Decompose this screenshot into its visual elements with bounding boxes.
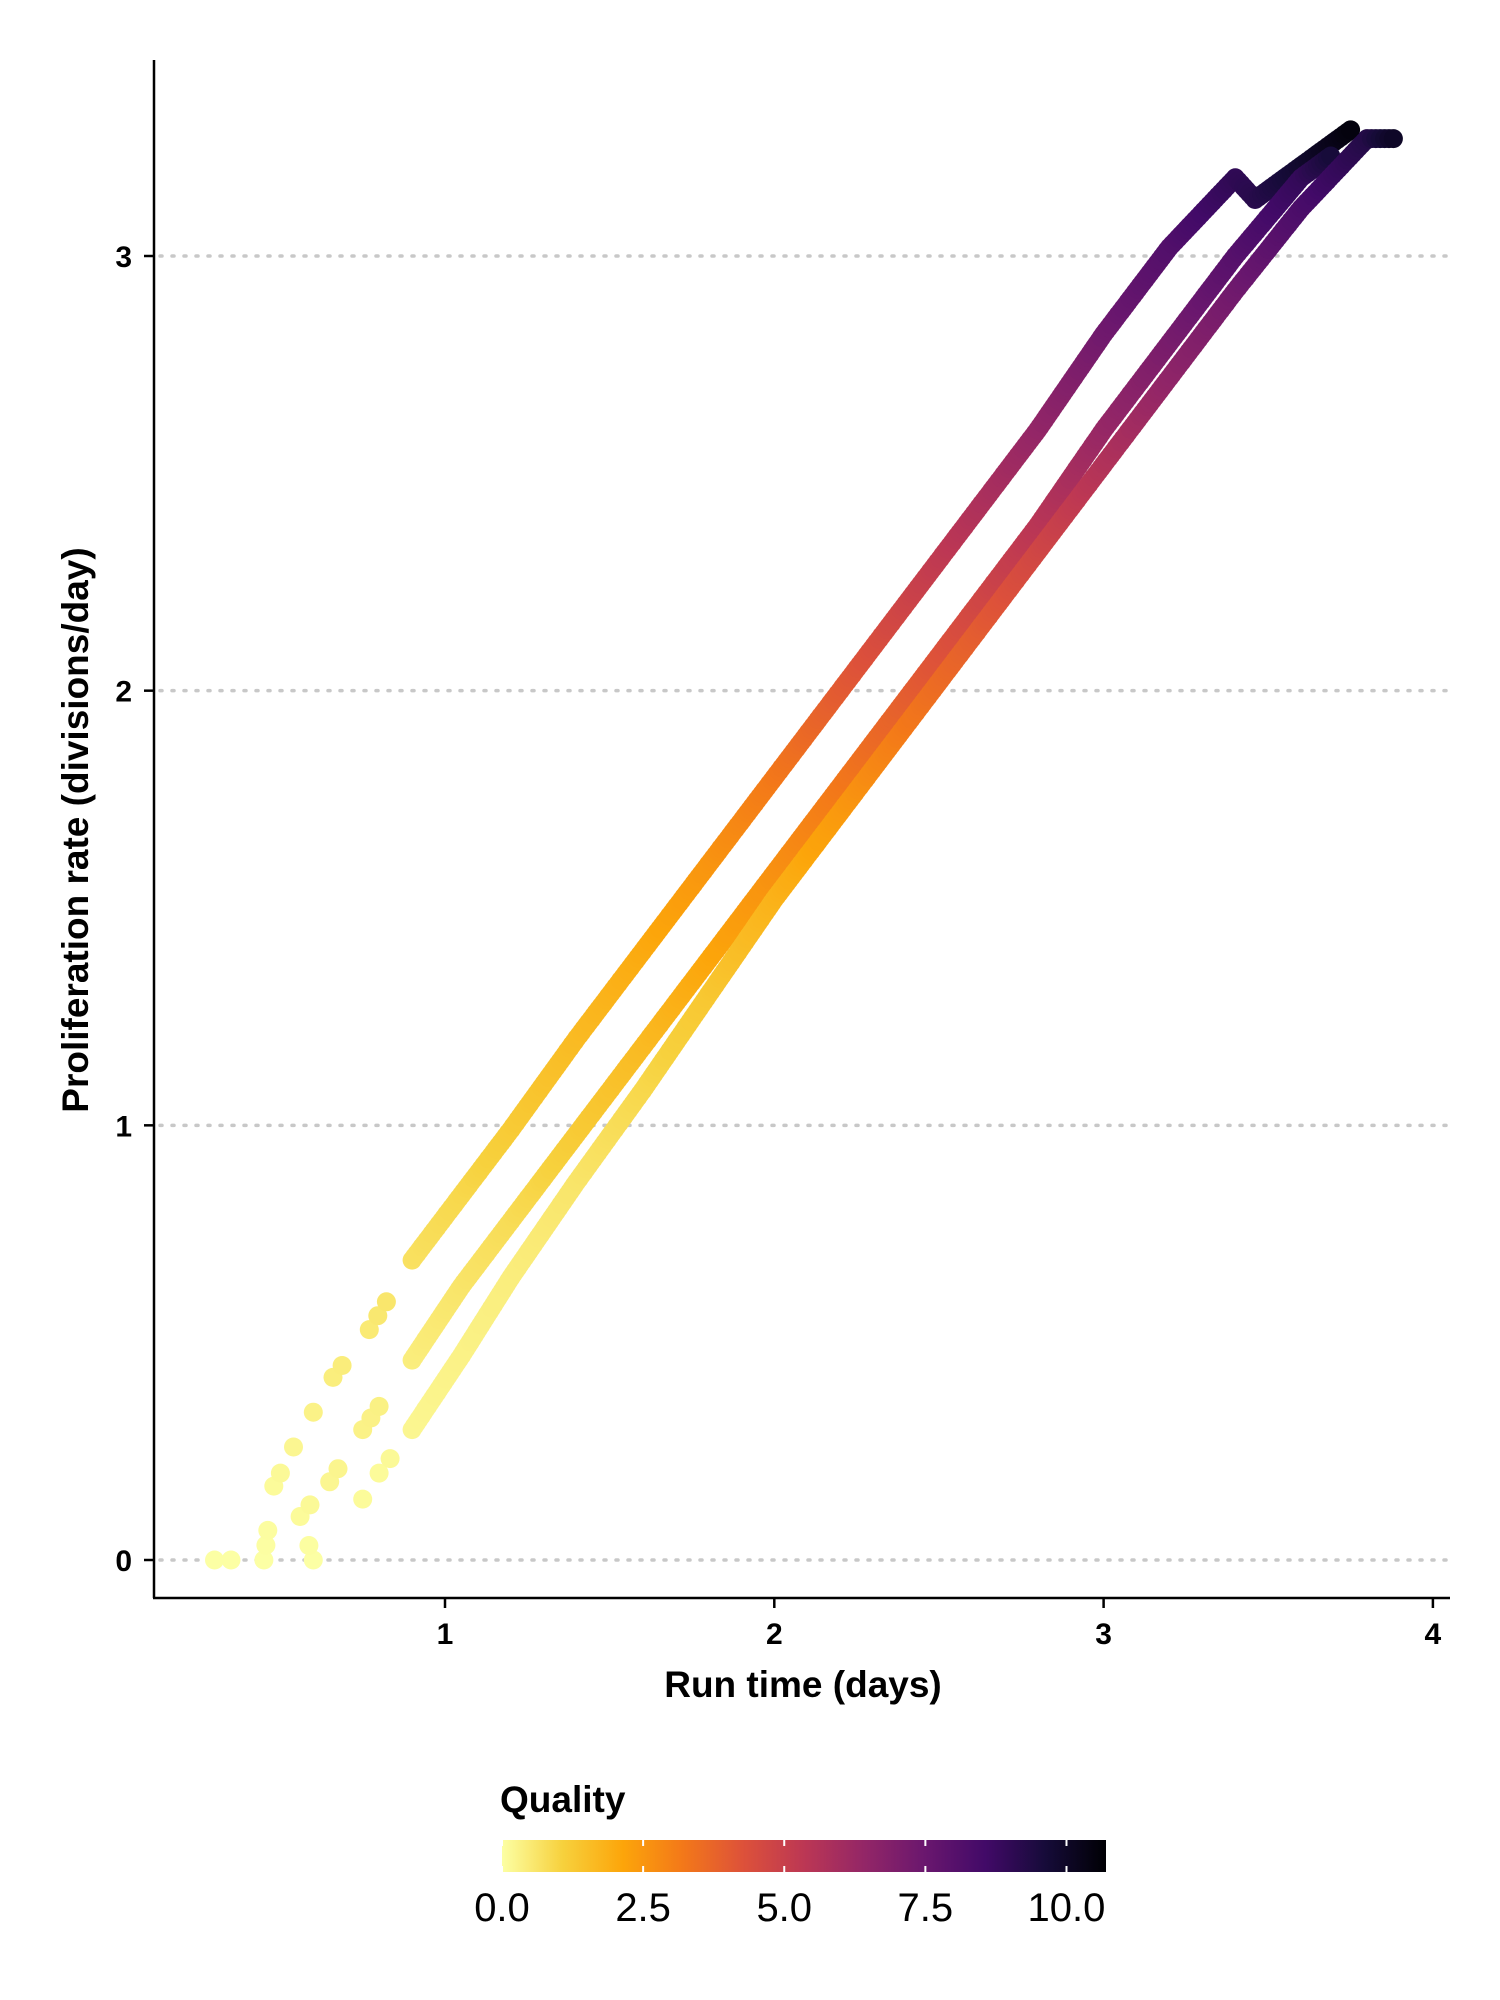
data-point	[369, 1463, 389, 1483]
data-point	[256, 1535, 276, 1555]
y-tick-label-1: 1	[115, 1110, 132, 1143]
x-axis-title: Run time (days)	[664, 1664, 942, 1705]
data-point	[332, 1356, 352, 1375]
legend-label-10.0: 10.0	[1028, 1886, 1106, 1930]
y-axis-title: Proliferation rate (divisions/day)	[55, 547, 96, 1112]
data-point	[300, 1495, 320, 1515]
color-legend: Quality 0.0 2.5 5.0 7.5 10.0	[474, 1779, 1106, 1930]
legend-label-2.5: 2.5	[615, 1886, 671, 1930]
x-tick-label-2: 2	[766, 1618, 783, 1651]
data-point	[359, 1320, 379, 1340]
data-point	[369, 1396, 389, 1416]
data-point	[254, 1550, 274, 1570]
data-point	[258, 1520, 278, 1540]
legend-label-5.0: 5.0	[756, 1886, 812, 1930]
axes	[152, 60, 1450, 1600]
data-point	[270, 1463, 290, 1483]
y-tick-label-3: 3	[115, 241, 132, 274]
data-point	[1383, 129, 1403, 149]
data-point	[205, 1550, 224, 1570]
data-point	[303, 1550, 323, 1570]
data-point	[284, 1437, 303, 1457]
data-point	[376, 1292, 396, 1312]
legend-ticks: 0.0 2.5 5.0 7.5 10.0	[474, 1840, 1105, 1930]
data-points	[205, 120, 1403, 1570]
legend-label-7.5: 7.5	[898, 1886, 954, 1930]
data-point	[380, 1449, 400, 1469]
data-point	[353, 1489, 373, 1509]
data-point	[221, 1550, 241, 1570]
x-tick-label-4: 4	[1425, 1618, 1442, 1651]
data-point	[368, 1306, 388, 1326]
data-point	[303, 1402, 323, 1422]
x-tick-label-3: 3	[1095, 1618, 1112, 1651]
data-point	[1341, 120, 1361, 140]
data-point	[328, 1459, 348, 1479]
legend-title: Quality	[500, 1779, 626, 1820]
axis-ticks: 0 1 2 3 1 2 3 4	[115, 241, 1441, 1651]
y-tick-label-2: 2	[115, 676, 132, 709]
gridlines	[158, 254, 1454, 1562]
legend-colorbar	[502, 1840, 1106, 1872]
x-tick-label-1: 1	[437, 1618, 454, 1651]
y-tick-label-0: 0	[115, 1545, 132, 1578]
data-point	[299, 1536, 319, 1555]
legend-label-0.0: 0.0	[474, 1886, 530, 1930]
